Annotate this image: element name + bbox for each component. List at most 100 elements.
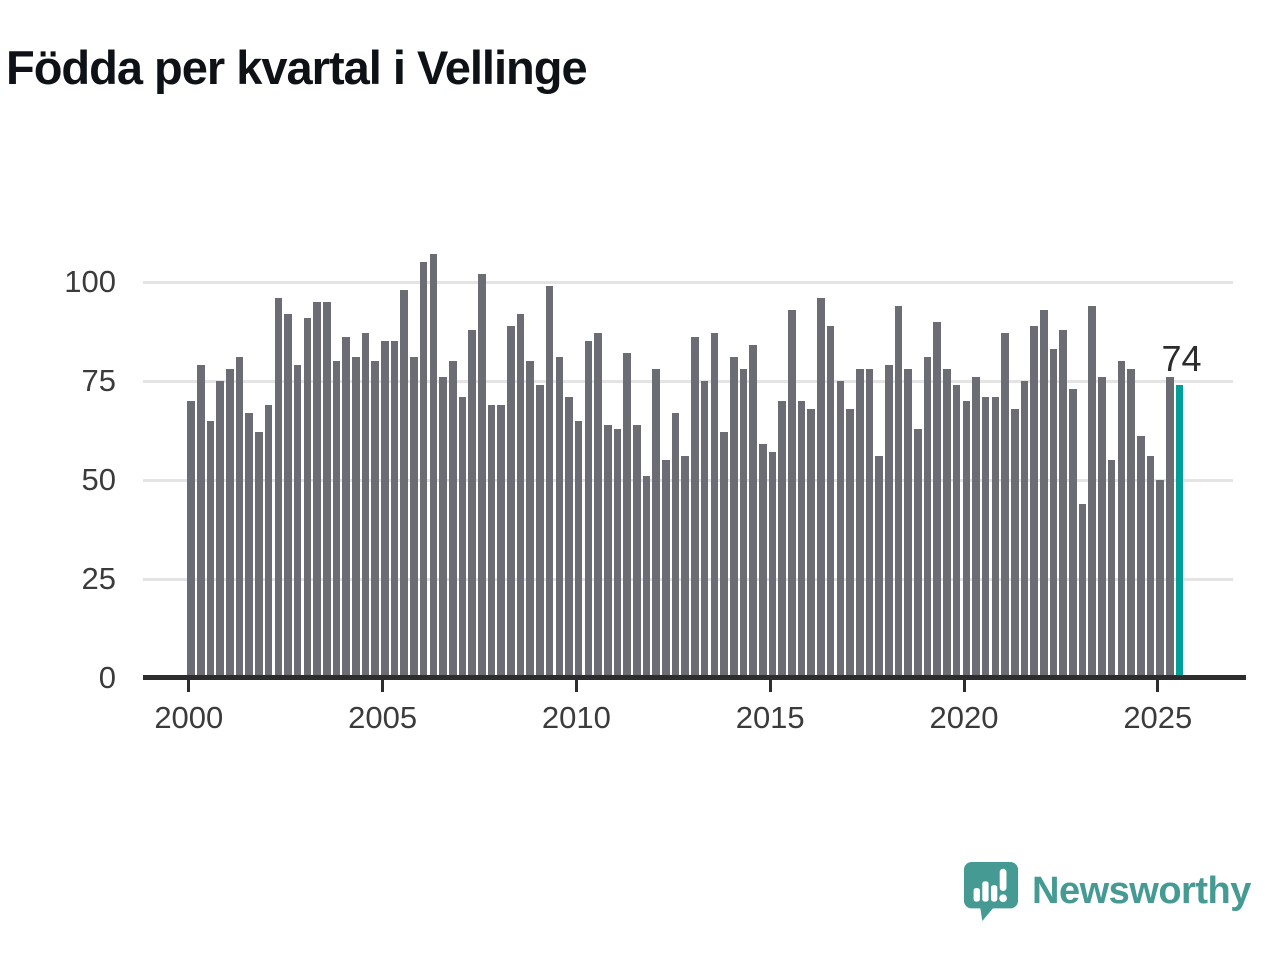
bar [817,297,825,678]
bar [507,325,515,678]
bar [332,361,341,678]
bar [894,305,903,678]
bar [274,297,283,678]
bar [352,357,360,678]
bar [1078,503,1087,678]
bar [671,412,680,678]
bar [478,274,486,678]
bar [700,381,709,678]
bar [642,476,651,678]
bar [545,285,554,678]
bar [633,424,641,678]
bar [904,369,912,678]
bar [1001,333,1009,678]
bar [710,333,719,678]
bar [720,432,728,678]
last-value-annotation: 74 [1161,337,1202,379]
bar [410,357,418,678]
x-tick-label-2025: 2025 [1123,700,1193,735]
bar [235,357,244,678]
x-tick-2025 [1156,680,1160,692]
bar [594,333,602,678]
bar [1088,305,1097,678]
bar [1049,349,1058,678]
x-tick-label-2015: 2015 [735,700,805,735]
bar [293,365,302,678]
y-tick-label-100: 100 [64,264,116,299]
bar [226,369,234,678]
bar [555,357,564,678]
bar [797,400,806,678]
bar [981,396,990,678]
bar [342,337,350,678]
bar [536,384,544,678]
y-tick-label-0: 0 [98,660,116,695]
bar [187,400,195,678]
bar [1010,408,1019,678]
bar [361,333,370,678]
newsworthy-logo-icon [963,862,1019,921]
x-tick-2005 [381,680,385,692]
y-tick-label-25: 25 [81,561,116,596]
bar [516,313,525,678]
x-tick-label-2000: 2000 [154,700,224,735]
bar [662,460,670,678]
x-axis-line [143,675,1246,680]
bar [623,353,631,678]
bar [206,420,215,678]
bar [255,432,263,678]
bar [1136,436,1145,678]
newsworthy-brand-text: Newsworthy [1032,869,1251,912]
bar [216,381,224,678]
gridline-100 [143,281,1233,284]
bar [526,361,535,678]
bar [749,345,757,678]
bar [1107,460,1116,678]
bar-highlighted-latest [1175,384,1184,678]
bar [933,321,942,678]
bar [439,377,447,678]
bar [807,408,816,678]
x-tick-label-2010: 2010 [541,700,611,735]
bar [284,313,292,678]
bar [972,377,980,678]
bar [1059,329,1067,678]
bar [991,396,1000,678]
bar [1156,480,1164,678]
bar [613,428,622,678]
bar [652,369,660,678]
x-tick-label-2005: 2005 [348,700,418,735]
bar [846,408,854,678]
bar [768,452,777,678]
bar [468,329,476,678]
chart-title: Födda per kvartal i Vellinge [6,41,588,94]
bar [1098,377,1106,678]
bar [381,341,389,678]
gridline-75 [143,380,1233,383]
bar [458,396,467,678]
bar [865,369,874,678]
x-tick-2000 [187,680,191,692]
bar [603,424,612,678]
x-tick-2010 [574,680,578,692]
x-tick-2020 [962,680,966,692]
bar [245,412,254,678]
bar [196,365,205,678]
bar [371,361,379,678]
bar [1069,388,1077,678]
bar [1040,309,1048,678]
bar [836,381,845,678]
bar [264,404,273,678]
x-tick-label-2020: 2020 [929,700,999,735]
bar [1030,325,1038,678]
bar [681,456,690,678]
bar [962,400,971,678]
bar [914,428,922,678]
bar [1020,381,1029,678]
bar [1117,361,1126,678]
bar [855,369,864,678]
bar [691,337,699,678]
bar [1127,369,1135,678]
bar [884,365,893,678]
bar [875,456,883,678]
